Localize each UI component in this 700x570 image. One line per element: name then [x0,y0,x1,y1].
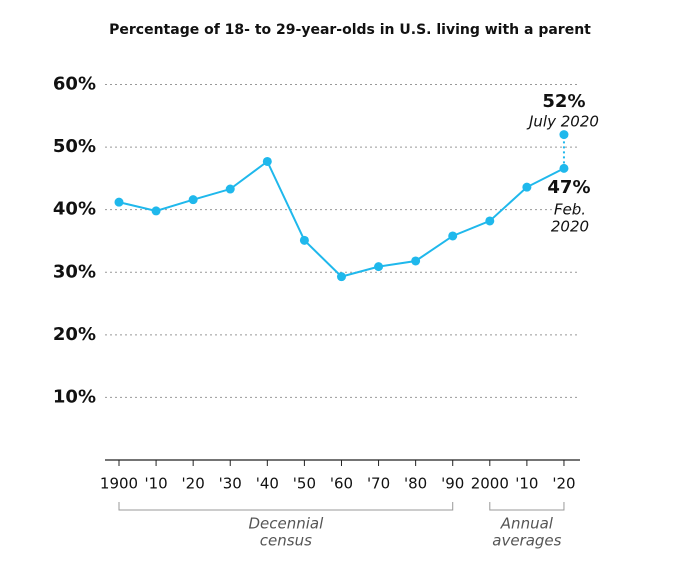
x-tick-label: '30 [219,475,242,493]
annotation-date: July 2020 [526,113,599,131]
point [559,163,569,173]
annotation-date: 2020 [551,218,589,236]
x-tick-label: '10 [515,475,538,493]
point [225,184,235,194]
x-tick-label: '80 [404,475,427,493]
x-tick-label: '60 [330,475,353,493]
x-tick-label: '20 [552,475,575,493]
y-tick-label: 60% [53,74,96,95]
x-tick-label: '90 [441,475,464,493]
x-tick-label: '40 [256,475,279,493]
bracket-label: census [260,532,312,550]
annotation-date: Feb. [554,201,586,219]
point [262,156,272,166]
x-tick-label: 2000 [471,475,509,493]
chart-title: Percentage of 18- to 29-year-olds in U.S… [109,22,591,38]
bracket-label: Decennial [248,515,324,533]
y-tick-label: 20% [53,324,96,345]
y-tick-label: 30% [53,261,96,282]
point [485,216,495,226]
point [411,256,421,266]
data-label: 47% [547,177,590,198]
x-tick-label: '20 [182,475,205,493]
point [188,195,198,205]
line [118,159,565,278]
point [299,235,309,245]
y-tick-label: 10% [53,386,96,407]
point [522,182,532,192]
y-tick-label: 40% [53,199,96,220]
x-tick-label: '10 [144,475,167,493]
point [151,206,161,216]
point [559,130,569,140]
point [374,262,384,272]
bracket-label: Annual [500,515,554,533]
bracket [489,502,565,511]
y-tick-label: 50% [53,136,96,157]
x-tick-label: '70 [367,475,390,493]
point [448,231,458,241]
x-tick-label: '50 [293,475,316,493]
bracket [118,502,454,511]
point [336,272,346,282]
x-tick-label: 1900 [100,475,138,493]
annotation-value: 52% [542,91,585,112]
bracket-label: averages [492,532,561,550]
point [114,197,124,207]
